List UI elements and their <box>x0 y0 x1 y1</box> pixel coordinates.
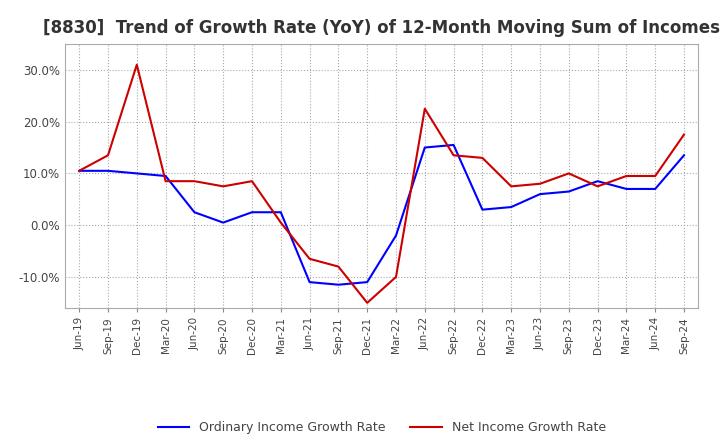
Ordinary Income Growth Rate <box>622 186 631 191</box>
Net Income Growth Rate <box>104 153 112 158</box>
Net Income Growth Rate <box>420 106 429 111</box>
Ordinary Income Growth Rate <box>132 171 141 176</box>
Ordinary Income Growth Rate <box>651 186 660 191</box>
Title: [8830]  Trend of Growth Rate (YoY) of 12-Month Moving Sum of Incomes: [8830] Trend of Growth Rate (YoY) of 12-… <box>43 19 720 37</box>
Ordinary Income Growth Rate <box>104 168 112 173</box>
Net Income Growth Rate <box>449 153 458 158</box>
Net Income Growth Rate <box>593 184 602 189</box>
Net Income Growth Rate <box>392 274 400 279</box>
Net Income Growth Rate <box>305 256 314 261</box>
Ordinary Income Growth Rate <box>478 207 487 212</box>
Ordinary Income Growth Rate <box>420 145 429 150</box>
Ordinary Income Growth Rate <box>276 209 285 215</box>
Legend: Ordinary Income Growth Rate, Net Income Growth Rate: Ordinary Income Growth Rate, Net Income … <box>153 416 611 439</box>
Net Income Growth Rate <box>334 264 343 269</box>
Net Income Growth Rate <box>75 168 84 173</box>
Net Income Growth Rate <box>507 184 516 189</box>
Ordinary Income Growth Rate <box>564 189 573 194</box>
Net Income Growth Rate <box>132 62 141 67</box>
Net Income Growth Rate <box>680 132 688 137</box>
Net Income Growth Rate <box>651 173 660 179</box>
Ordinary Income Growth Rate <box>161 173 170 179</box>
Ordinary Income Growth Rate <box>593 179 602 184</box>
Net Income Growth Rate <box>248 179 256 184</box>
Ordinary Income Growth Rate <box>536 191 544 197</box>
Line: Ordinary Income Growth Rate: Ordinary Income Growth Rate <box>79 145 684 285</box>
Ordinary Income Growth Rate <box>248 209 256 215</box>
Line: Net Income Growth Rate: Net Income Growth Rate <box>79 65 684 303</box>
Net Income Growth Rate <box>219 184 228 189</box>
Ordinary Income Growth Rate <box>305 279 314 285</box>
Ordinary Income Growth Rate <box>507 205 516 210</box>
Net Income Growth Rate <box>478 155 487 161</box>
Ordinary Income Growth Rate <box>680 153 688 158</box>
Net Income Growth Rate <box>161 179 170 184</box>
Ordinary Income Growth Rate <box>449 142 458 147</box>
Ordinary Income Growth Rate <box>334 282 343 287</box>
Net Income Growth Rate <box>276 220 285 225</box>
Net Income Growth Rate <box>622 173 631 179</box>
Net Income Growth Rate <box>564 171 573 176</box>
Net Income Growth Rate <box>190 179 199 184</box>
Net Income Growth Rate <box>363 300 372 305</box>
Ordinary Income Growth Rate <box>75 168 84 173</box>
Ordinary Income Growth Rate <box>363 279 372 285</box>
Net Income Growth Rate <box>536 181 544 187</box>
Ordinary Income Growth Rate <box>392 233 400 238</box>
Ordinary Income Growth Rate <box>219 220 228 225</box>
Ordinary Income Growth Rate <box>190 209 199 215</box>
